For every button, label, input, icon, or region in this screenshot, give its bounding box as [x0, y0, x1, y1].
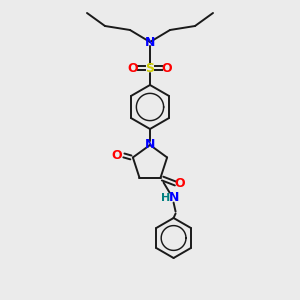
- Text: O: O: [174, 177, 185, 190]
- Text: N: N: [145, 139, 155, 152]
- Text: N: N: [145, 35, 155, 49]
- Text: S: S: [146, 61, 154, 74]
- Text: O: O: [112, 149, 122, 162]
- Text: O: O: [162, 61, 172, 74]
- Text: N: N: [168, 191, 179, 204]
- Text: O: O: [128, 61, 138, 74]
- Text: H: H: [161, 193, 170, 202]
